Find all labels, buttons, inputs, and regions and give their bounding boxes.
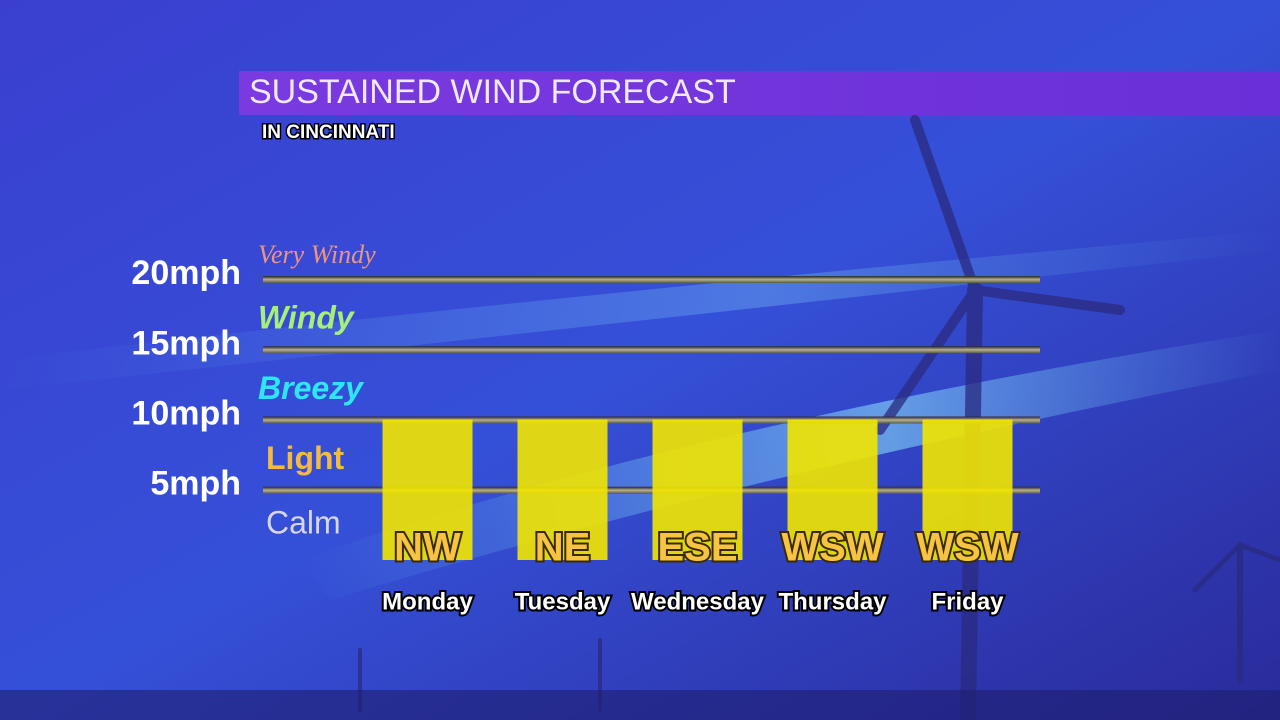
wind-direction: NE bbox=[535, 526, 591, 570]
bar bbox=[787, 419, 878, 560]
bar bbox=[382, 419, 473, 560]
chart-title: SUSTAINED WIND FORECAST bbox=[249, 73, 736, 111]
grid-line bbox=[263, 276, 1040, 284]
bar bbox=[922, 419, 1013, 560]
wind-direction: NW bbox=[394, 526, 461, 570]
wind-direction: WSW bbox=[781, 526, 883, 570]
chart-subtitle: IN CINCINNATI bbox=[262, 122, 395, 143]
x-tick-label: Monday bbox=[382, 588, 473, 615]
zone-label: Breezy bbox=[258, 370, 365, 406]
wind-direction: ESE bbox=[657, 526, 737, 570]
x-tick-label: Wednesday bbox=[631, 588, 765, 615]
x-tick-label: Friday bbox=[931, 588, 1004, 615]
title-bar bbox=[239, 71, 1280, 115]
wind-direction: WSW bbox=[916, 526, 1018, 570]
x-tick-label: Thursday bbox=[778, 588, 887, 615]
y-tick-label: 5mph bbox=[150, 465, 241, 503]
ground bbox=[0, 690, 1280, 720]
y-tick-label: 20mph bbox=[131, 254, 241, 292]
y-tick-label: 15mph bbox=[131, 324, 241, 362]
grid-line bbox=[263, 416, 1040, 424]
zone-label: Windy bbox=[258, 300, 356, 336]
grid-line bbox=[263, 486, 1040, 494]
bar bbox=[652, 419, 743, 560]
zone-label: Very Windy bbox=[258, 240, 376, 269]
zone-label: Light bbox=[266, 440, 345, 476]
zone-label: Calm bbox=[266, 504, 341, 540]
grid-line bbox=[263, 346, 1040, 354]
y-tick-label: 10mph bbox=[131, 395, 241, 433]
x-tick-label: Tuesday bbox=[515, 588, 611, 615]
bar bbox=[517, 419, 608, 560]
